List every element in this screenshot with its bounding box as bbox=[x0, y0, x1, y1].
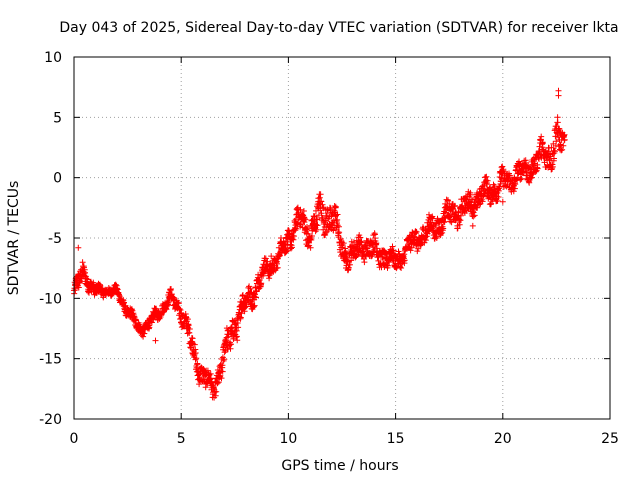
chart-title: Day 043 of 2025, Sidereal Day-to-day VTE… bbox=[59, 20, 618, 36]
data-points bbox=[71, 87, 568, 401]
x-tick-label: 20 bbox=[494, 431, 512, 447]
grid-lines bbox=[74, 57, 610, 419]
x-tick-label: 10 bbox=[279, 431, 297, 447]
y-tick-label: -10 bbox=[39, 291, 62, 307]
y-tick-label: 0 bbox=[53, 171, 62, 187]
x-tick-label: 5 bbox=[177, 431, 186, 447]
y-tick-label: -15 bbox=[39, 352, 62, 368]
x-axis-label: GPS time / hours bbox=[281, 458, 398, 474]
y-tick-label: 5 bbox=[53, 110, 62, 126]
y-tick-label: 10 bbox=[44, 50, 62, 66]
y-tick-label: -5 bbox=[48, 231, 62, 247]
sdtvar-markers bbox=[71, 87, 568, 401]
y-tick-label: -20 bbox=[39, 412, 62, 428]
axis-ticks: 0 5 10 15 20 25 -20 -15 -10 -5 0 5 10 bbox=[39, 50, 619, 447]
x-tick-label: 15 bbox=[387, 431, 405, 447]
x-tick-label: 25 bbox=[601, 431, 619, 447]
x-tick-label: 0 bbox=[70, 431, 79, 447]
y-axis-label: SDTVAR / TECUs bbox=[6, 181, 22, 296]
